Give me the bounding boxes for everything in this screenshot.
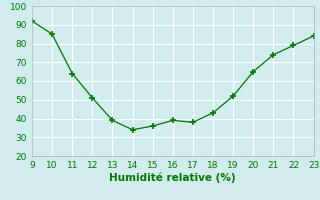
X-axis label: Humidité relative (%): Humidité relative (%) [109,173,236,183]
